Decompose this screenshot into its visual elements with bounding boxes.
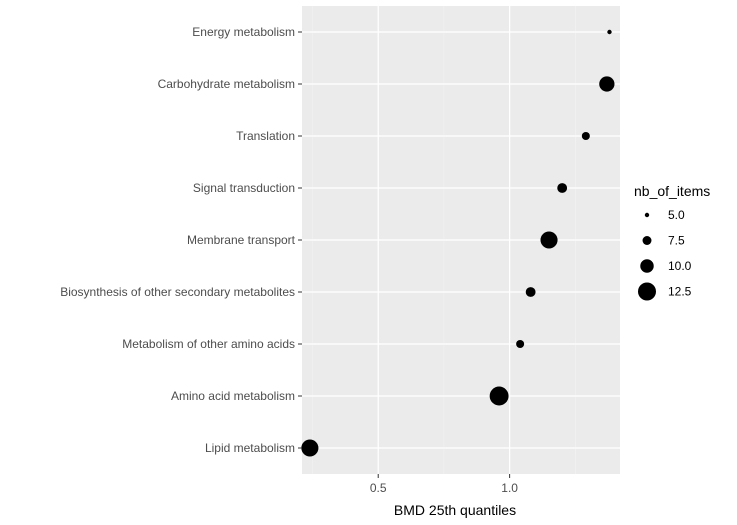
y-tick-label: Lipid metabolism xyxy=(205,441,295,455)
y-tick-label: Signal transduction xyxy=(193,181,295,195)
y-tick-label: Membrane transport xyxy=(187,233,296,247)
legend-key xyxy=(642,236,652,245)
legend-label: 12.5 xyxy=(668,285,692,299)
y-tick-label: Energy metabolism xyxy=(192,25,295,39)
y-tick-label: Carbohydrate metabolism xyxy=(158,77,295,91)
y-tick-label: Translation xyxy=(236,129,295,143)
x-axis-title: BMD 25th quantiles xyxy=(394,502,516,518)
data-point xyxy=(301,439,319,457)
legend-key xyxy=(640,259,654,273)
x-tick-label: 0.5 xyxy=(370,481,387,495)
data-point xyxy=(607,29,612,35)
y-tick-label: Biosynthesis of other secondary metaboli… xyxy=(60,285,295,299)
legend-label: 10.0 xyxy=(668,259,692,273)
y-tick-label: Amino acid metabolism xyxy=(171,389,295,403)
data-point xyxy=(599,76,615,92)
data-point xyxy=(516,339,525,349)
legend-key xyxy=(638,282,656,301)
data-point xyxy=(525,287,536,297)
x-tick-label: 1.0 xyxy=(501,481,518,495)
data-point xyxy=(540,231,558,249)
y-tick-label: Metabolism of other amino acids xyxy=(122,337,295,351)
size-legend: nb_of_items 5.0 7.5 10.0 12.5 xyxy=(634,183,710,301)
legend-label: 7.5 xyxy=(668,234,685,248)
legend-key xyxy=(644,212,650,218)
y-axis: Lipid metabolism Amino acid metabolism Met… xyxy=(60,25,302,455)
data-point xyxy=(489,386,509,406)
data-points xyxy=(301,29,615,457)
legend-title: nb_of_items xyxy=(634,183,710,199)
x-axis: 0.5 1.0 xyxy=(370,474,518,495)
legend-label: 5.0 xyxy=(668,208,685,222)
data-point xyxy=(557,183,568,193)
data-point xyxy=(581,131,590,141)
